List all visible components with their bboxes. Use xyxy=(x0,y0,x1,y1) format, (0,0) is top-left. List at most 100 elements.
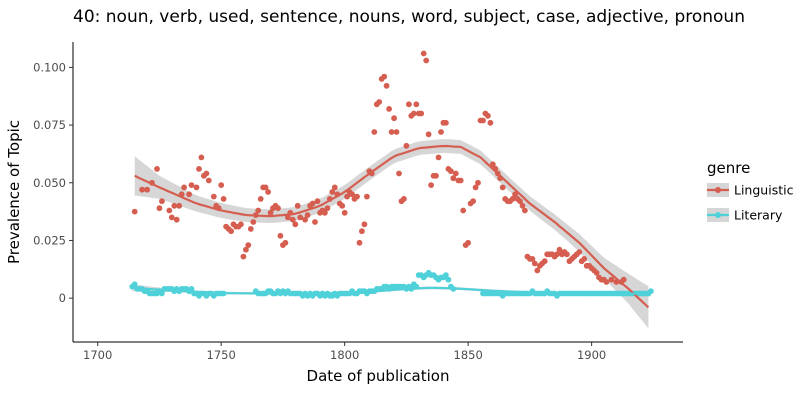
linguistic-point xyxy=(265,189,271,195)
linguistic-point xyxy=(210,193,217,200)
linguistic-point xyxy=(218,182,225,189)
legend-item-literary: Literary xyxy=(707,208,783,223)
linguistic-point xyxy=(418,110,425,117)
linguistic-points xyxy=(131,50,627,285)
linguistic-point xyxy=(485,112,491,119)
literary-point xyxy=(159,290,165,297)
linguistic-point xyxy=(181,184,188,191)
linguistic-point xyxy=(171,202,178,209)
legend-label: Linguistic xyxy=(734,183,794,198)
linguistic-point xyxy=(425,131,432,138)
linguistic-point xyxy=(541,258,548,265)
literary-point xyxy=(188,286,195,292)
linguistic-smooth-line xyxy=(134,144,650,309)
linguistic-point xyxy=(450,175,457,182)
linguistic-point xyxy=(173,216,180,223)
linguistic-point xyxy=(564,251,570,258)
linguistic-point xyxy=(438,129,444,135)
legend-key-point xyxy=(715,212,721,218)
linguistic-point xyxy=(420,50,427,57)
linguistic-point xyxy=(277,232,284,239)
linguistic-point xyxy=(509,196,516,202)
linguistic-point xyxy=(292,221,299,228)
linguistic-point xyxy=(304,212,311,219)
linguistic-point xyxy=(243,246,249,253)
linguistic-point xyxy=(448,168,454,175)
linguistic-point xyxy=(517,198,523,205)
linguistic-point xyxy=(499,184,506,191)
linguistic-point xyxy=(262,184,269,191)
linguistic-confidence-band xyxy=(134,139,649,329)
linguistic-point xyxy=(480,117,486,124)
linguistic-point xyxy=(554,251,560,258)
literary-point xyxy=(131,281,138,288)
y-tick-label: 0.050 xyxy=(33,176,66,190)
linguistic-point xyxy=(519,202,526,209)
linguistic-point xyxy=(154,166,160,172)
linguistic-point xyxy=(423,57,430,64)
legend-title: genre xyxy=(707,159,750,177)
linguistic-point xyxy=(312,219,318,225)
linguistic-point xyxy=(156,205,163,212)
linguistic-point xyxy=(267,209,274,216)
linguistic-point xyxy=(205,177,212,184)
linguistic-point xyxy=(344,193,350,200)
linguistic-point xyxy=(186,191,193,198)
linguistic-point xyxy=(257,196,264,202)
linguistic-point xyxy=(556,246,563,253)
linguistic-point xyxy=(386,106,392,112)
linguistic-point xyxy=(403,142,410,149)
literary-point xyxy=(443,272,449,278)
linguistic-point xyxy=(285,214,291,221)
linguistic-point xyxy=(452,170,459,177)
linguistic-point xyxy=(188,182,195,189)
linguistic-point xyxy=(309,200,316,207)
linguistic-point xyxy=(620,276,627,283)
linguistic-point xyxy=(593,269,600,276)
linguistic-point xyxy=(354,193,360,200)
x-tick-label: 1850 xyxy=(454,348,483,362)
legend-label: Literary xyxy=(734,208,783,223)
linguistic-point xyxy=(245,242,252,249)
plot-area xyxy=(129,50,654,329)
linguistic-point xyxy=(314,198,321,205)
linguistic-point xyxy=(475,179,481,186)
linguistic-point xyxy=(512,191,518,198)
linguistic-point xyxy=(410,110,417,117)
linguistic-point xyxy=(159,198,165,205)
linguistic-point xyxy=(371,129,378,135)
y-tick-label: 0.025 xyxy=(33,233,66,247)
linguistic-point xyxy=(465,239,471,246)
linguistic-point xyxy=(131,208,138,215)
y-axis-title: Prevalence of Topic xyxy=(5,120,23,264)
linguistic-point xyxy=(297,214,304,221)
y-axis-ticks: 0 0.025 0.050 0.075 0.100 xyxy=(33,60,73,305)
linguistic-point xyxy=(361,221,368,228)
data-points xyxy=(129,50,654,299)
linguistic-point xyxy=(460,207,467,214)
linguistic-point xyxy=(255,207,262,214)
x-tick-label: 1900 xyxy=(577,348,606,362)
linguistic-point xyxy=(324,205,331,212)
linguistic-point xyxy=(139,186,146,193)
legend-item-linguistic: Linguistic xyxy=(707,183,794,198)
linguistic-point xyxy=(193,184,200,191)
linguistic-point xyxy=(203,170,210,177)
linguistic-point xyxy=(487,119,494,126)
linguistic-point xyxy=(433,172,439,179)
linguistic-point xyxy=(529,256,536,262)
x-tick-label: 1750 xyxy=(207,348,236,362)
linguistic-point xyxy=(531,260,538,267)
linguistic-point xyxy=(228,228,235,235)
linguistic-point xyxy=(470,198,476,205)
linguistic-point xyxy=(356,239,363,246)
linguistic-point xyxy=(381,73,388,80)
linguistic-point xyxy=(576,249,583,255)
linguistic-point xyxy=(364,193,370,200)
linguistic-point xyxy=(435,154,442,161)
linguistic-point xyxy=(391,115,397,122)
linguistic-point xyxy=(457,177,464,184)
linguistic-point xyxy=(294,202,301,209)
linguistic-point xyxy=(603,279,610,285)
x-axis-ticks: 1700 1750 1800 1850 1900 xyxy=(83,342,606,362)
